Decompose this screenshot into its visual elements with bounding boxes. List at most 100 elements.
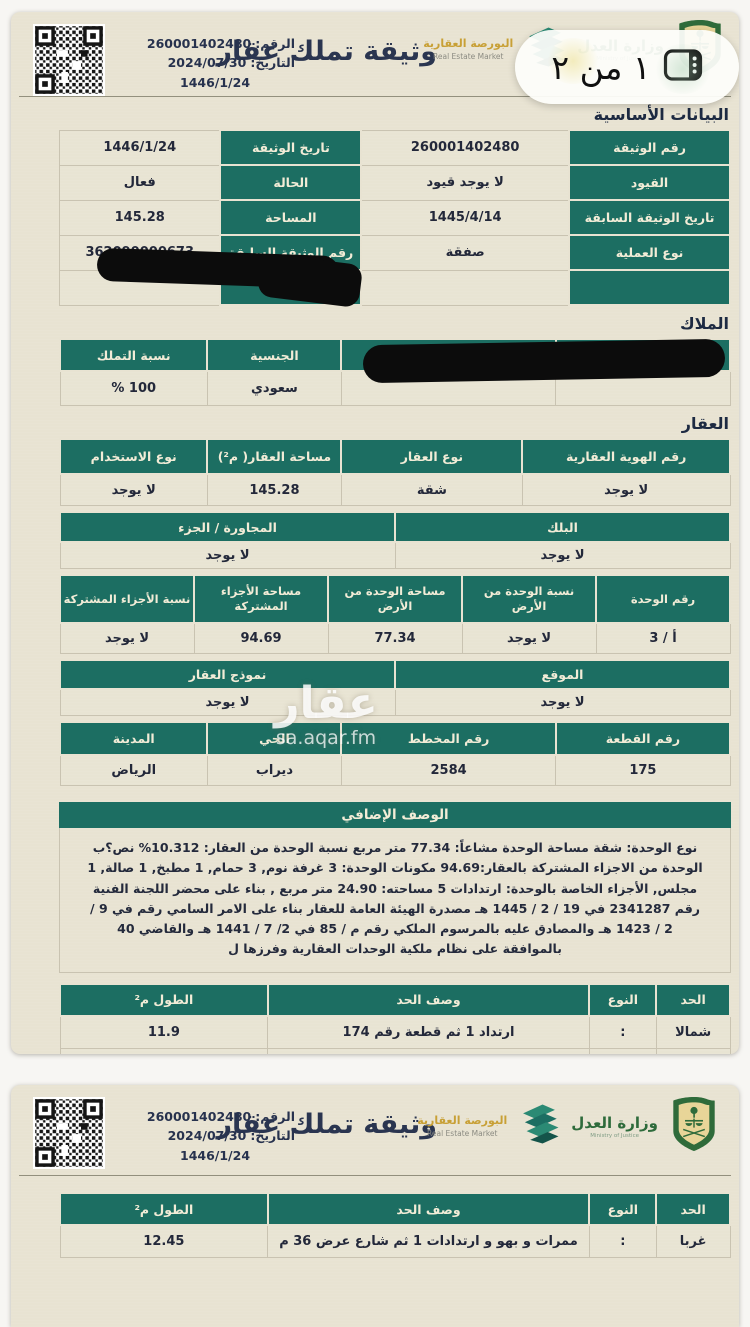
- header-cell: الطول م²: [59, 982, 269, 1017]
- value-cell: لا يوجد: [59, 541, 396, 569]
- table-row: لا يوجد لا يوجد: [59, 688, 731, 716]
- property-table-2: البلك المجاورة / الجزء لا يوجد لا يوجد: [59, 511, 731, 569]
- header-logos: وزارة العدل Ministry of Justice البورصة …: [417, 1095, 721, 1157]
- value-cell: أ / 3: [595, 622, 731, 654]
- table-row: 175 2584 ديراب الرياض: [59, 754, 731, 786]
- header-cell: رقم الهوية العقارية: [521, 438, 731, 475]
- header-cell: الطول م²: [59, 1192, 269, 1226]
- real-estate-market-logo-icon: [516, 1101, 562, 1151]
- header-cell: المدينة: [58, 721, 209, 756]
- header-cell: رقم القطعة: [554, 721, 732, 756]
- header-cell: رقم الوثيقة: [568, 129, 731, 166]
- header-cell: [568, 269, 731, 306]
- pages-icon: [663, 47, 703, 87]
- table-row: رقم القطعة رقم المخطط الحي المدينة: [58, 721, 732, 756]
- table-row: الحد النوع وصف الحد الطول م²: [59, 1192, 731, 1226]
- doc-date-hijri: 1446/1/24: [180, 1147, 251, 1163]
- document-title: وثيقة تملك عقار: [216, 36, 437, 67]
- value-cell: 77.34: [327, 622, 463, 654]
- value-cell: لا يوجد: [59, 688, 396, 716]
- header-cell: الموقع: [394, 659, 731, 690]
- table-row: نوع العملية صفقة رقم الوثيقة السابقة 362…: [59, 234, 731, 271]
- border-desc-cell: ممرات و بهو و ارتدادات 1 ثم شارع عرض 36 …: [267, 1224, 590, 1258]
- section-title-owners: الملاك: [679, 314, 729, 333]
- header-cell: النوع: [588, 982, 658, 1017]
- table-row: أ / 3 لا يوجد 77.34 94.69 لا يوجد: [59, 622, 731, 654]
- table-row: لا يوجد لا يوجد: [59, 541, 731, 569]
- border-type-cell: :: [588, 1224, 657, 1258]
- document-meta: الرقم: 260001402480 التاريخ: 2024/07/30 …: [135, 34, 295, 92]
- value-cell: 260001402480: [360, 129, 570, 166]
- real-estate-market-wordmark: البورصة العقارية Real Estate Market: [423, 37, 514, 61]
- doc-date-label: التاريخ:: [250, 55, 295, 71]
- border-side-cell: غربا: [655, 1224, 731, 1258]
- value-cell: 145.28: [59, 199, 221, 236]
- table-row: البلك المجاورة / الجزء: [59, 511, 731, 543]
- header-cell: تاريخ الوثيقة السابقة: [568, 199, 731, 236]
- header-cell: وصف الحد: [266, 982, 591, 1017]
- qr-code: [33, 24, 105, 96]
- table-row: شمالا : ارتداد 1 ثم قطعة رقم 174 11.9: [59, 1015, 731, 1049]
- border-desc-cell: ارتداد 1 ثم قطعة رقم 174: [267, 1015, 590, 1049]
- value-cell: [360, 269, 570, 306]
- value-cell: لا يوجد قيود: [360, 164, 570, 201]
- table-row: رقم الوثيقة 260001402480 تاريخ الوثيقة 1…: [59, 129, 731, 166]
- owner-share-cell: 100 %: [59, 370, 208, 406]
- header-cell: وصف الحد: [266, 1192, 591, 1226]
- table-row: القيود لا يوجد قيود الحالة فعال: [59, 164, 731, 201]
- table-row: الموقع نموذج العقار: [59, 659, 731, 690]
- table-row: تاريخ الوثيقة السابقة 1445/4/14 المساحة …: [59, 199, 731, 236]
- border-type-cell: :: [588, 1047, 657, 1054]
- header-cell: القيود: [568, 164, 731, 201]
- value-cell: 94.69: [193, 622, 329, 654]
- value-cell: لا يوجد: [394, 541, 731, 569]
- doc-number-value: 260001402480: [146, 1109, 252, 1124]
- border-length-cell: 12.45: [59, 1224, 269, 1258]
- section-title-property: العقار: [681, 414, 729, 433]
- doc-date-gregorian: 2024/07/30: [167, 55, 247, 71]
- table-row: غربا : ممرات و بهو و ارتدادات 1 ثم شارع …: [59, 1224, 731, 1258]
- header-cell: نسبة الأجزاء المشتركة: [59, 574, 195, 624]
- header-cell: رقم الوحدة: [595, 574, 731, 624]
- header-cell: المساحة: [219, 199, 363, 236]
- header-cell: الحد: [655, 982, 731, 1017]
- header-cell: رقم المخطط: [340, 721, 557, 756]
- header-cell: البلك: [394, 511, 731, 543]
- owner-nationality-cell: سعودي: [206, 370, 342, 406]
- document-page-1: وزارة العدل Ministry of Justice البورصة …: [11, 12, 739, 1054]
- value-cell: 175: [555, 754, 731, 786]
- page-count-badge[interactable]: ١ من ٢: [515, 30, 739, 104]
- section-title-description: الوصف الإضافي: [59, 802, 731, 828]
- header-cell: النوع: [588, 1192, 658, 1226]
- doc-date-label: التاريخ:: [250, 1128, 295, 1144]
- header-cell: الحد: [655, 1192, 731, 1226]
- header-cell: المجاورة / الجزء: [59, 511, 396, 543]
- border-length-cell: 4.8 + 1.6 + 1.8 + 1.6 + 5.3: [59, 1047, 269, 1054]
- value-cell: لا يوجد: [521, 473, 731, 506]
- value-cell: 1445/4/14: [360, 199, 570, 236]
- value-cell: لا يوجد: [394, 688, 731, 716]
- value-cell: 2584: [340, 754, 557, 786]
- doc-number-label: الرقم:: [255, 36, 295, 51]
- header-cell: مساحة العقار( م²): [206, 438, 343, 475]
- document-page-2: وزارة العدل Ministry of Justice البورصة …: [11, 1085, 739, 1327]
- redaction-mark: [362, 338, 726, 384]
- real-estate-market-wordmark: البورصة العقارية Real Estate Market: [417, 1114, 508, 1138]
- value-cell: صفقة: [360, 234, 570, 271]
- borders-table: الحد النوع وصف الحد الطول م² شمالا : ارت…: [59, 982, 731, 1054]
- property-table-3: رقم الوحدة نسبة الوحدة من الأرض مساحة ال…: [59, 574, 731, 654]
- border-length-cell: 11.9: [59, 1015, 269, 1049]
- header-cell: نسبة التملك: [58, 338, 209, 372]
- property-table-1: رقم الهوية العقارية نوع العقار مساحة الع…: [58, 438, 731, 506]
- page-count-label: ١ من ٢: [551, 47, 651, 87]
- value-cell: لا يوجد: [59, 473, 208, 506]
- border-desc-cell: الوحدة رقم 2 / أ و منور 1: [267, 1047, 590, 1054]
- header-cell: تاريخ الوثيقة: [219, 129, 363, 166]
- border-side-cell: جنوبا: [655, 1047, 731, 1054]
- header-cell: نسبة الوحدة من الأرض: [461, 574, 597, 624]
- property-table-5: رقم القطعة رقم المخطط الحي المدينة 175 2…: [58, 721, 732, 786]
- property-table-4: الموقع نموذج العقار لا يوجد لا يوجد: [59, 659, 731, 716]
- basic-info-table: رقم الوثيقة 260001402480 تاريخ الوثيقة 1…: [59, 129, 731, 306]
- value-cell: الرياض: [59, 754, 208, 786]
- value-cell: 1446/1/24: [59, 129, 221, 166]
